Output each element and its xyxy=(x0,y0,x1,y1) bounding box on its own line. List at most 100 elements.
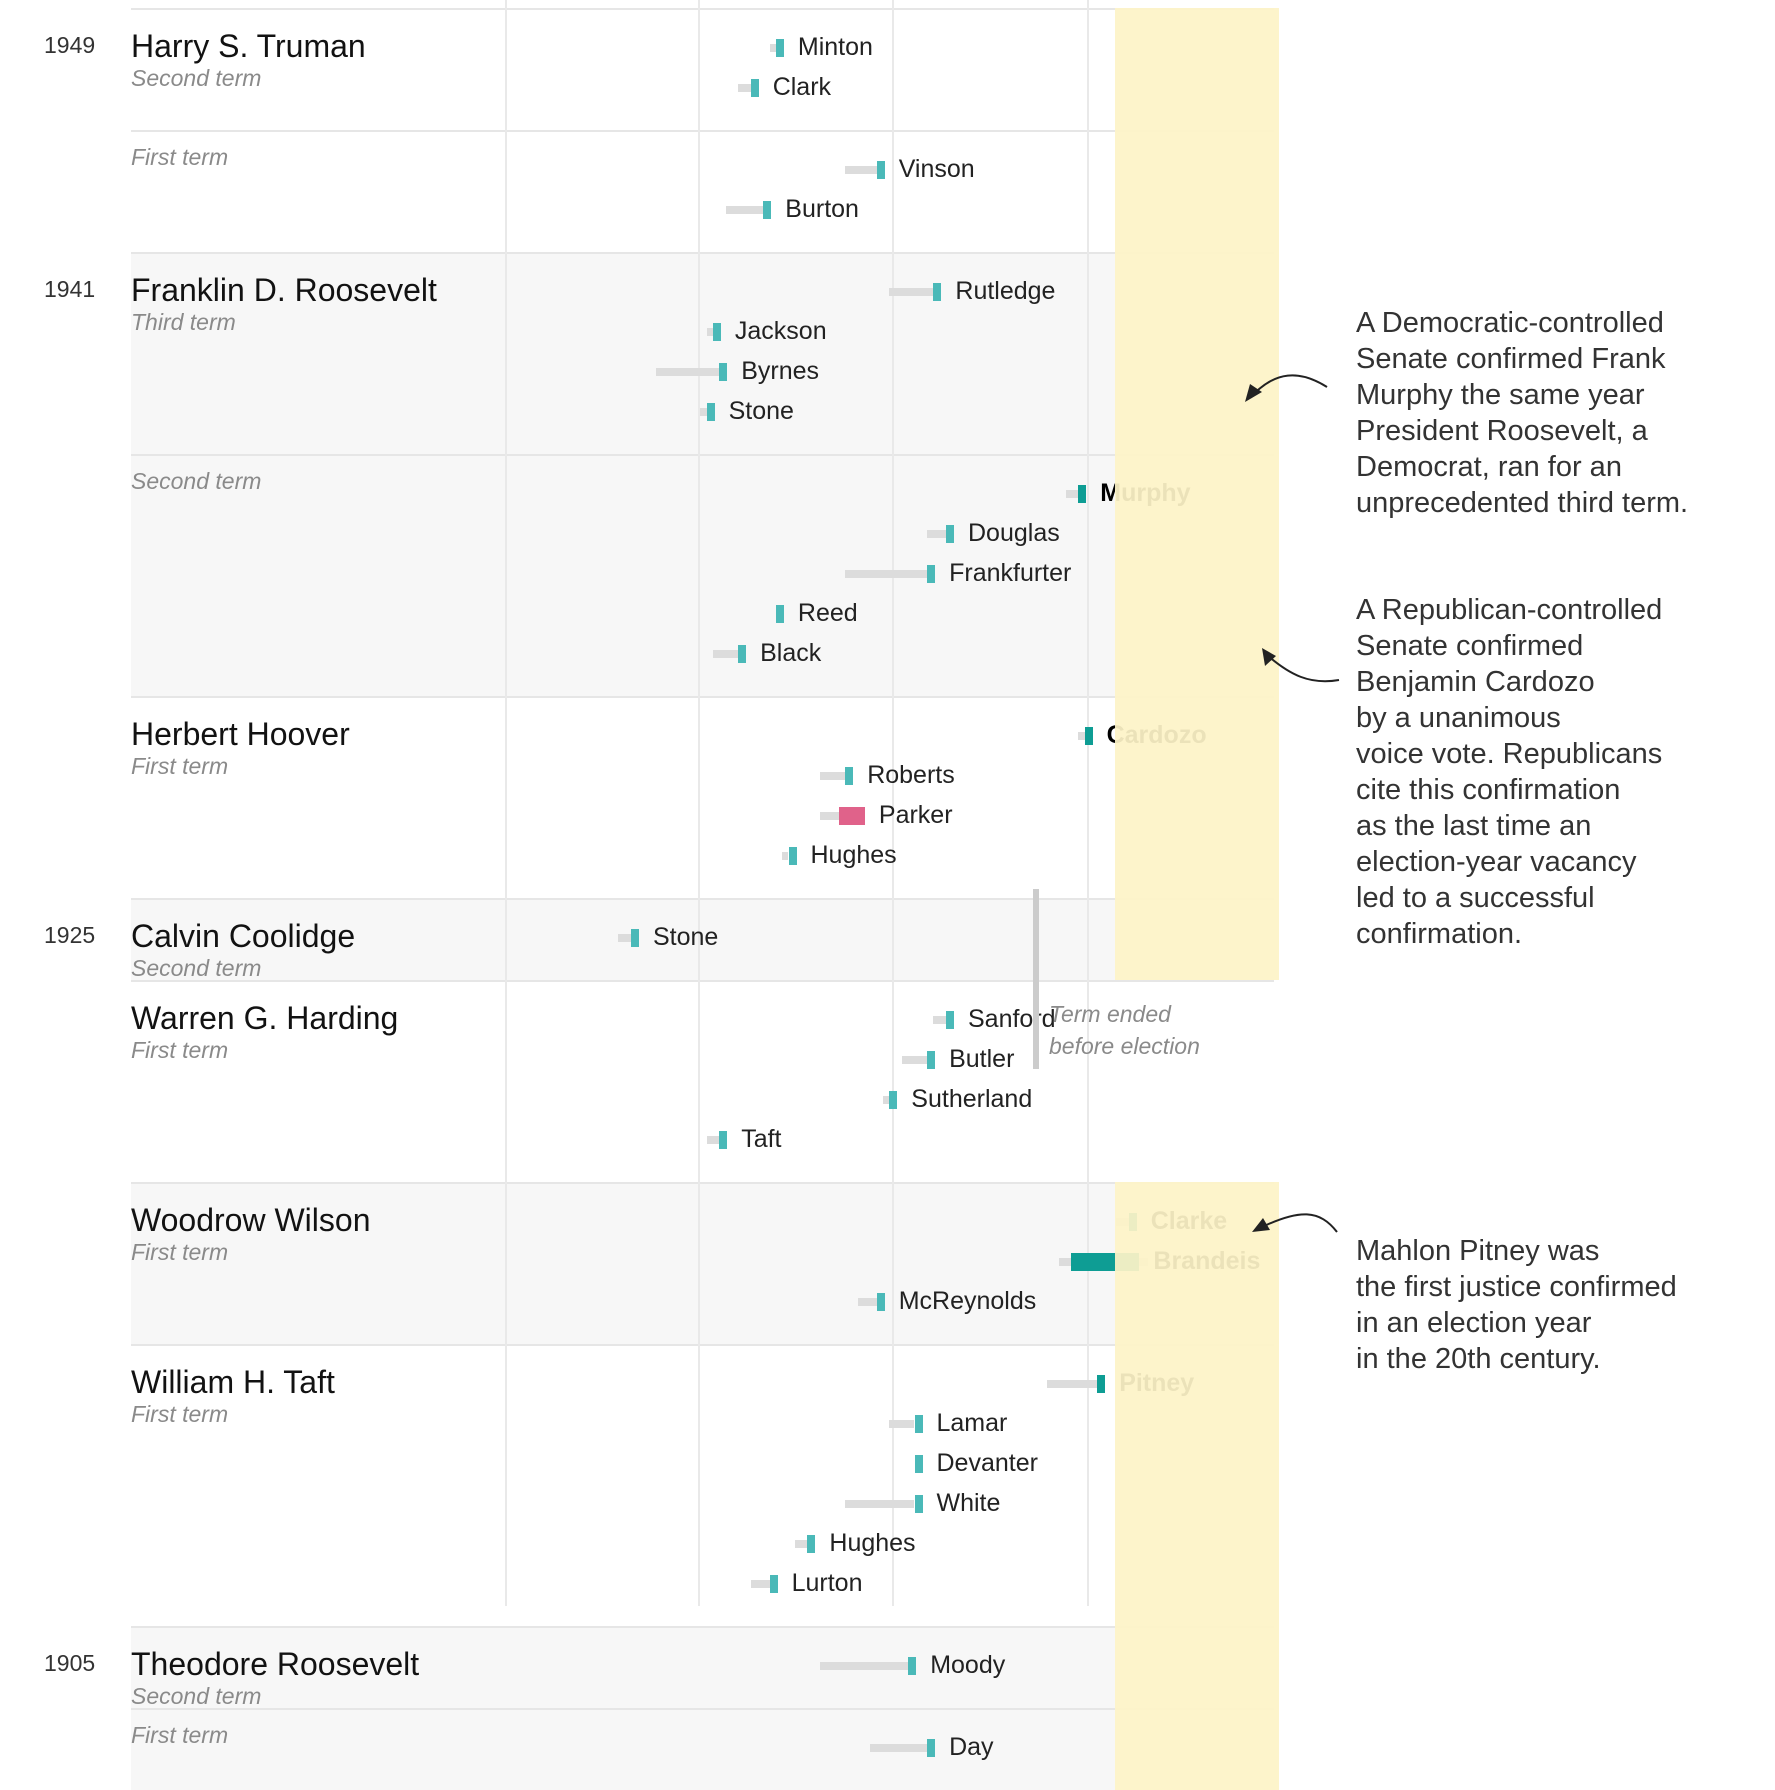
justice-label: Black xyxy=(760,639,822,667)
justice-label: Sutherland xyxy=(911,1085,1033,1113)
row-separator xyxy=(131,252,1274,254)
election-year-highlight xyxy=(1115,1708,1279,1790)
annotation-arrows xyxy=(1245,374,1340,1233)
arrow-pitney-head xyxy=(1252,1218,1270,1232)
justice-label: Devanter xyxy=(936,1449,1038,1477)
annotation-pitney: Mahlon Pitney was the first justice conf… xyxy=(1356,1233,1677,1377)
justice-bar xyxy=(807,1535,816,1553)
term-label: Second term xyxy=(131,65,262,91)
justice-bar xyxy=(788,847,797,865)
nomination-wait-bar xyxy=(820,772,846,780)
nomination-wait-bar xyxy=(725,206,764,214)
justice-label: Douglas xyxy=(968,519,1060,547)
row-separator xyxy=(131,1182,1274,1184)
justice-bar xyxy=(1078,485,1087,503)
election-year-highlight xyxy=(1115,8,1279,130)
nomination-wait-bar xyxy=(901,1056,928,1064)
term-label: Second term xyxy=(131,1683,262,1709)
nomination-wait-bar xyxy=(700,408,707,416)
justice-label: White xyxy=(936,1489,1001,1517)
justice-label: Lurton xyxy=(791,1569,863,1597)
anno-line: as the last time an xyxy=(1356,810,1592,842)
anno-line: unprecedented third term. xyxy=(1356,487,1689,519)
term-end-note: Term ended before election xyxy=(1049,998,1269,1062)
justice-bar xyxy=(889,1091,898,1109)
nomination-wait-bar xyxy=(656,368,720,376)
anno-line: Senate confirmed xyxy=(1356,630,1584,662)
nomination-wait-bar xyxy=(820,1662,909,1670)
nomination-wait-bar xyxy=(706,328,713,336)
nomination-wait-bar xyxy=(1078,732,1085,740)
term-end-note-line2: before election xyxy=(1049,1033,1200,1059)
election-year-highlight xyxy=(1115,454,1279,696)
justice-label: Sanford xyxy=(968,1005,1056,1033)
election-year-highlight xyxy=(1115,898,1279,980)
nomination-wait-bar xyxy=(845,1500,915,1508)
election-year-highlight xyxy=(1115,252,1279,454)
justice-label: McReynolds xyxy=(898,1287,1037,1315)
justice-label: Clark xyxy=(772,73,832,101)
year-label: 1925 xyxy=(44,922,96,948)
election-year-highlight xyxy=(1115,696,1279,898)
justice-bar xyxy=(750,79,759,97)
justice-label: Frankfurter xyxy=(949,559,1072,587)
gridline xyxy=(892,0,894,1606)
election-year-highlight xyxy=(1115,1182,1279,1344)
justice-label: Hughes xyxy=(810,841,897,869)
nomination-wait-bar xyxy=(794,1540,808,1548)
president-name: Harry S. Truman xyxy=(131,28,366,64)
justice-label: Butler xyxy=(949,1045,1015,1073)
term-label: First term xyxy=(131,144,229,170)
justice-bar xyxy=(712,323,721,341)
anno-line: confirmation. xyxy=(1356,918,1523,950)
gridline xyxy=(698,0,700,1606)
term-end-note-line1: Term ended xyxy=(1049,1001,1171,1027)
nomination-wait-bar xyxy=(750,1580,770,1588)
justice-label: Moody xyxy=(930,1651,1006,1679)
justice-label: Roberts xyxy=(867,761,955,789)
anno-line: Benjamin Cardozo xyxy=(1356,666,1595,698)
nomination-wait-bar xyxy=(889,1420,915,1428)
row-band xyxy=(131,898,1274,980)
nomination-wait-bar xyxy=(933,1016,946,1024)
president-name: Herbert Hoover xyxy=(131,716,350,752)
row-separator xyxy=(131,454,1274,456)
justice-bar xyxy=(719,363,728,381)
term-label: Second term xyxy=(131,468,262,494)
justice-bar xyxy=(763,201,772,219)
justice-label: Stone xyxy=(728,397,794,425)
term-label: First term xyxy=(131,753,229,779)
term-end-line xyxy=(1033,889,1039,1069)
justice-label: Taft xyxy=(741,1125,782,1153)
nomination-wait-bar xyxy=(769,44,776,52)
anno-line: by a unanimous xyxy=(1356,702,1561,734)
justice-bar xyxy=(927,1739,936,1757)
justice-bar xyxy=(914,1495,923,1513)
justice-bar xyxy=(719,1131,728,1149)
nomination-wait-bar xyxy=(712,650,739,658)
justice-label: Hughes xyxy=(829,1529,916,1557)
anno-line: election-year vacancy xyxy=(1356,846,1637,878)
justice-bar xyxy=(946,1011,954,1029)
nomination-wait-bar xyxy=(889,288,934,296)
year-label: 1905 xyxy=(44,1650,96,1676)
justice-label: Stone xyxy=(653,923,719,951)
justice-bar xyxy=(927,565,936,583)
election-year-highlight xyxy=(1115,1344,1279,1626)
president-name: William H. Taft xyxy=(131,1364,335,1400)
arrow-cardozo-head xyxy=(1262,648,1276,666)
justice-bar xyxy=(738,645,747,663)
gridline xyxy=(1087,0,1089,1606)
anno-line: in an election year xyxy=(1356,1307,1592,1339)
term-label: First term xyxy=(131,1239,229,1265)
anno-line: Murphy the same year xyxy=(1356,379,1645,411)
row-separator xyxy=(131,1626,1274,1628)
term-label: First term xyxy=(131,1722,229,1748)
anno-line: in the 20th century. xyxy=(1356,1343,1601,1375)
president-name: Franklin D. Roosevelt xyxy=(131,272,437,308)
anno-line: Democrat, ran for an xyxy=(1356,451,1622,483)
justice-bar xyxy=(769,1575,778,1593)
justice-bar xyxy=(914,1415,923,1433)
justice-label: Jackson xyxy=(734,317,827,345)
nomination-wait-bar xyxy=(1065,490,1079,498)
